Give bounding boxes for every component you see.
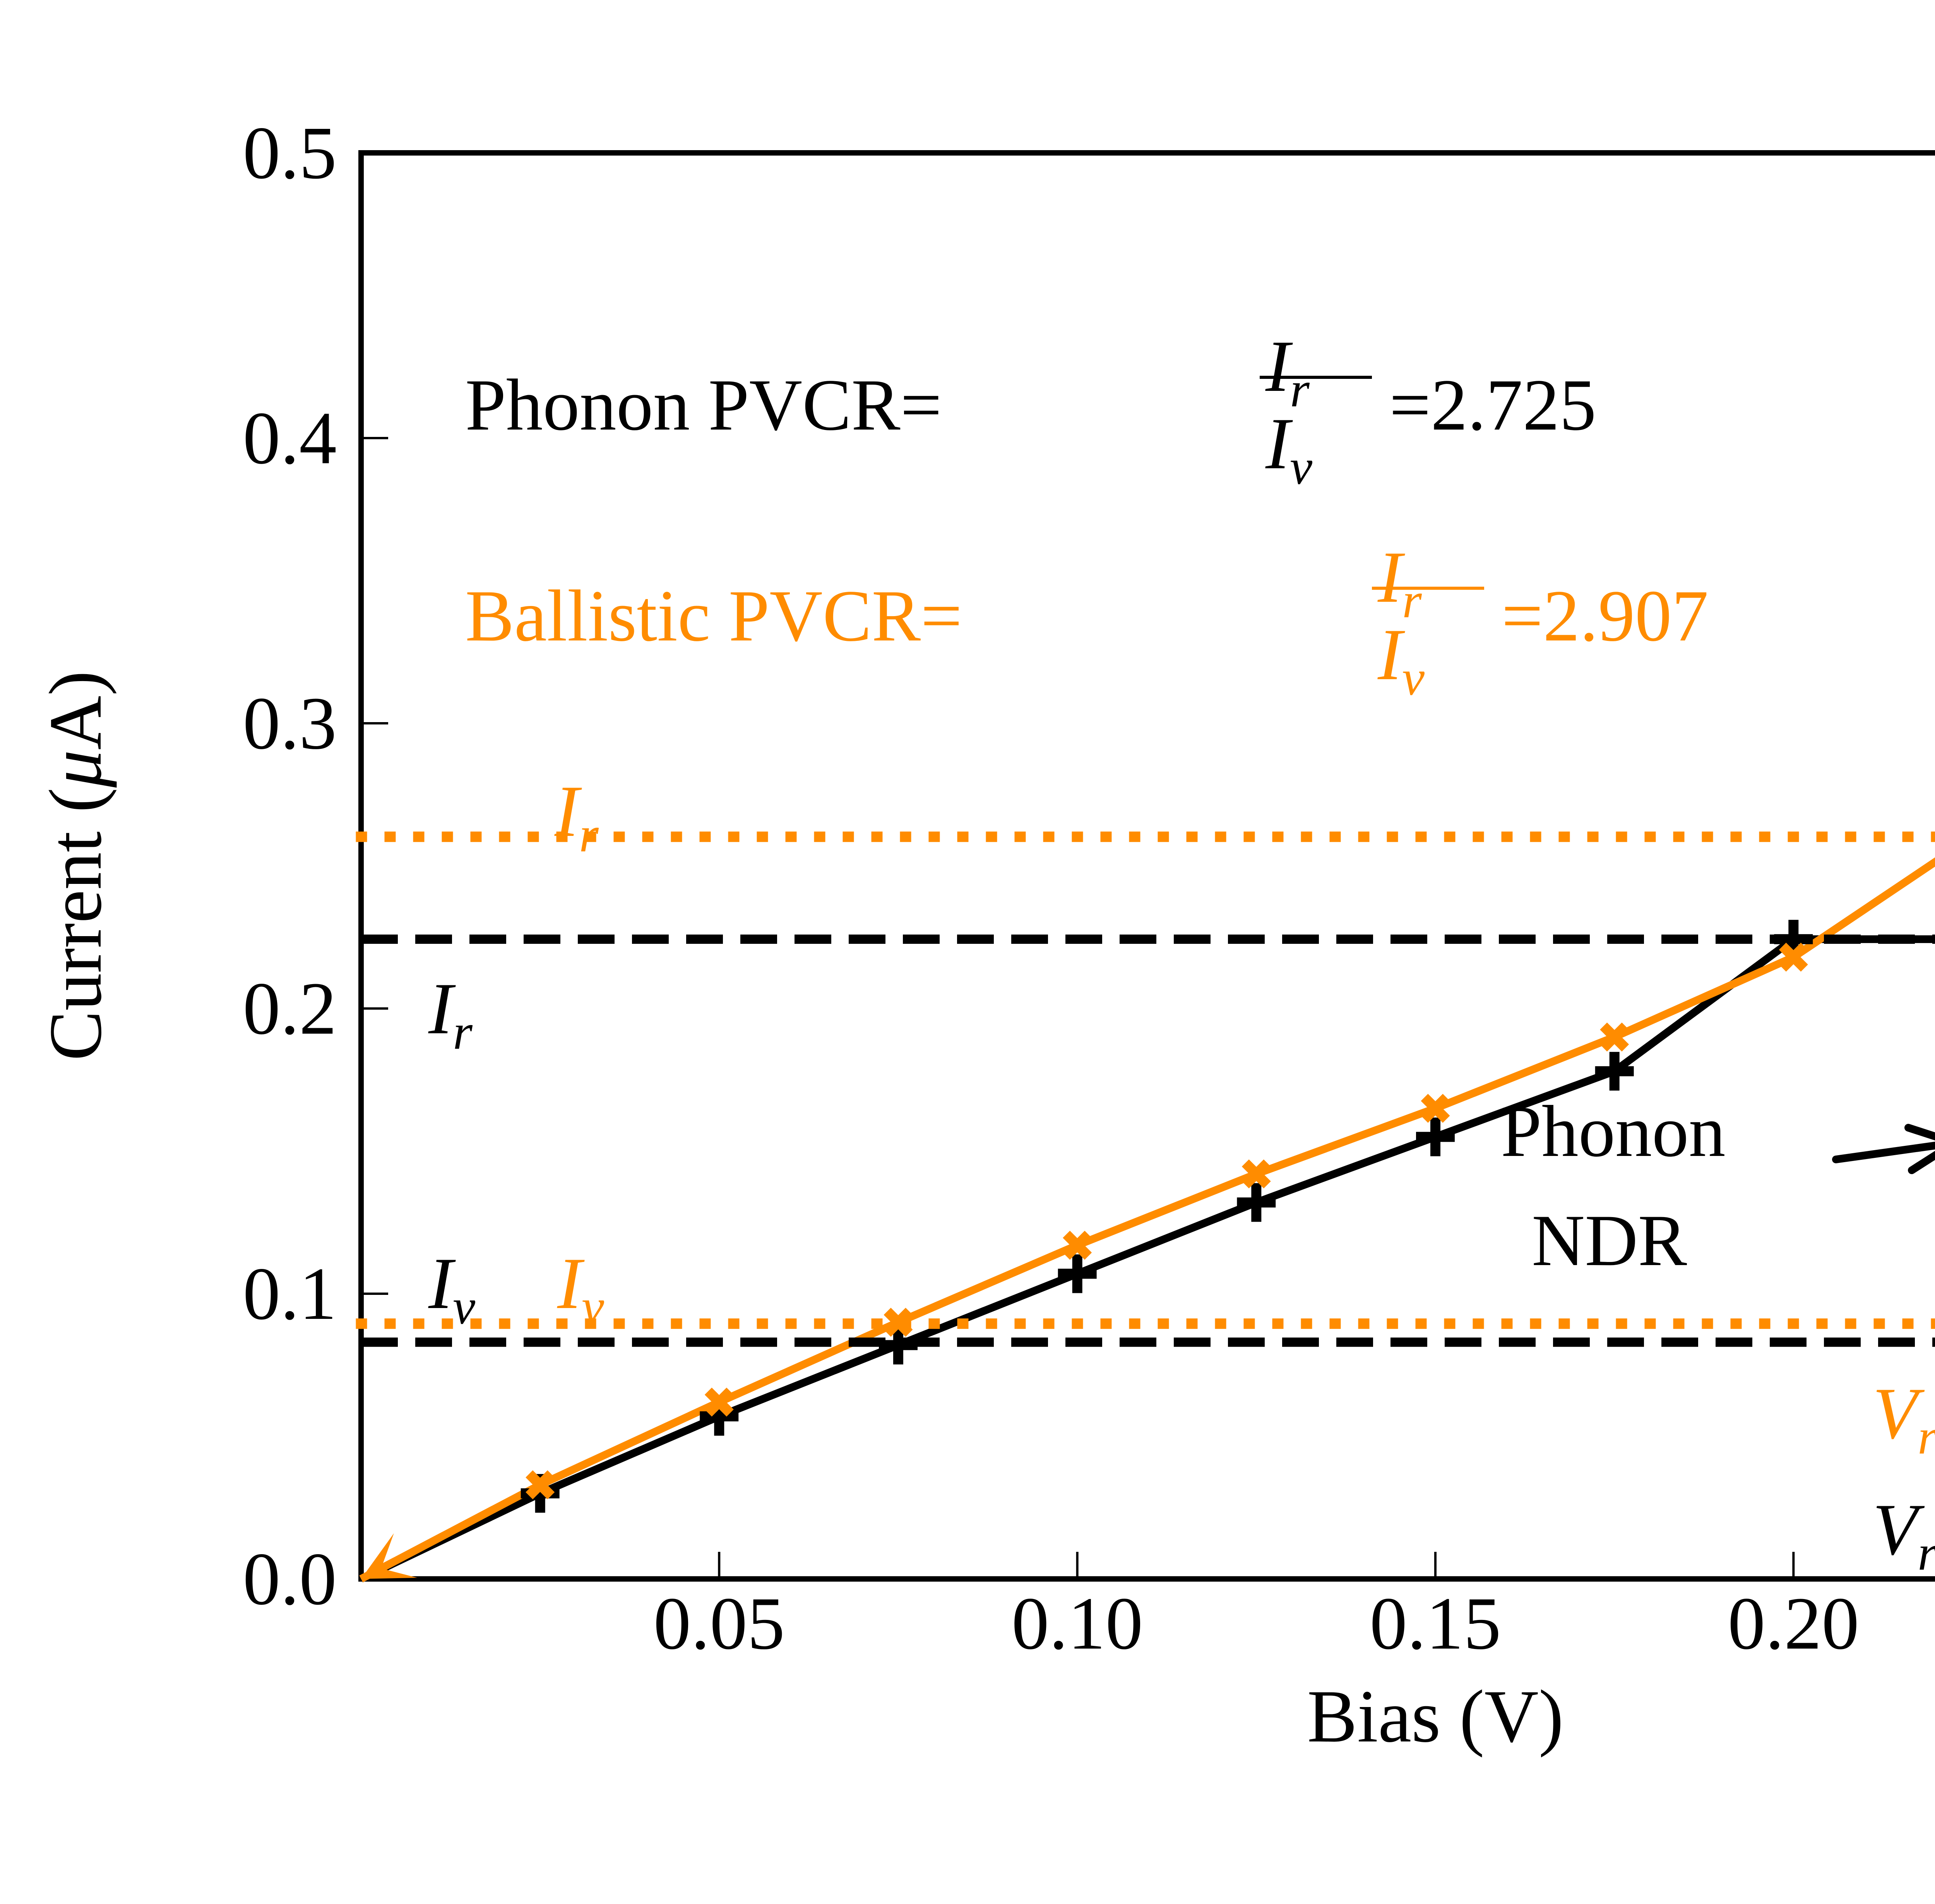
svg-text:Phonon: Phonon xyxy=(1501,1091,1726,1172)
svg-text:=2.907: =2.907 xyxy=(1502,575,1709,657)
svg-text:0.15: 0.15 xyxy=(1370,1582,1501,1665)
svg-text:0.20: 0.20 xyxy=(1728,1582,1860,1665)
svg-text:0.0: 0.0 xyxy=(243,1537,337,1620)
svg-text:Phonon PVCR=: Phonon PVCR= xyxy=(465,365,942,446)
svg-text:Bias (V): Bias (V) xyxy=(1307,1675,1564,1758)
svg-text:=2.725: =2.725 xyxy=(1389,365,1596,446)
svg-text:0.1: 0.1 xyxy=(243,1252,337,1335)
svg-text:NDR: NDR xyxy=(1532,1200,1687,1281)
svg-text:0.4: 0.4 xyxy=(243,396,337,479)
svg-text:0.2: 0.2 xyxy=(243,967,337,1050)
svg-text:Ballistic PVCR=: Ballistic PVCR= xyxy=(465,575,962,657)
svg-text:0.10: 0.10 xyxy=(1012,1582,1143,1665)
svg-text:0.5: 0.5 xyxy=(243,111,337,194)
svg-text:Current (μA): Current (μA) xyxy=(34,671,117,1061)
svg-text:0.05: 0.05 xyxy=(654,1582,785,1665)
svg-text:0.3: 0.3 xyxy=(243,681,337,765)
